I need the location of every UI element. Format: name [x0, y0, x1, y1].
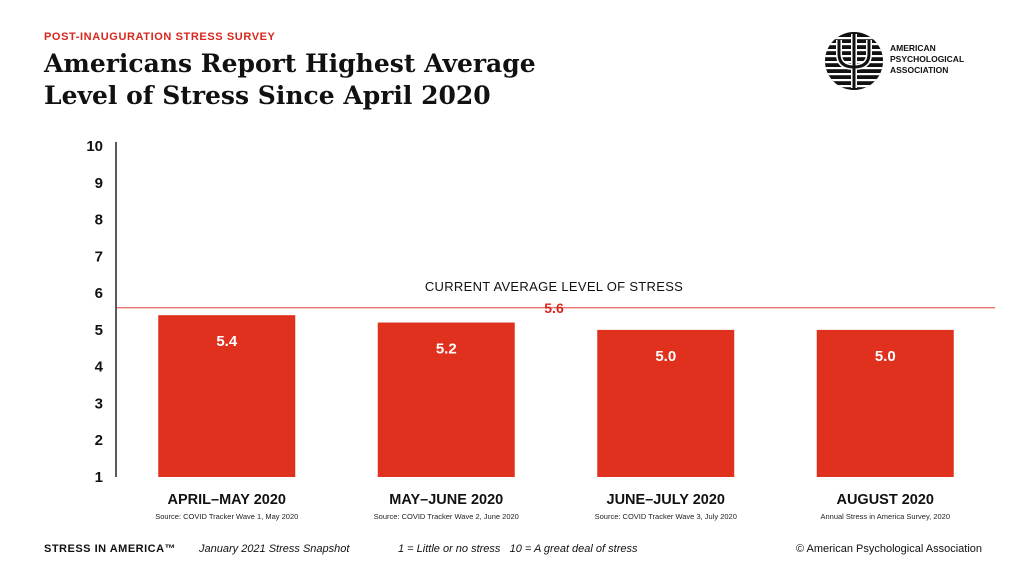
- bar: [158, 315, 296, 477]
- page-title: Americans Report Highest Average Level o…: [44, 48, 664, 112]
- y-tick-label: 9: [95, 175, 103, 192]
- logo-line-1: AMERICAN: [890, 43, 936, 53]
- bar-value-label: 5.4: [216, 333, 238, 350]
- psi-symbol-icon: [825, 32, 883, 90]
- y-tick-label: 5: [95, 322, 103, 339]
- y-tick-label: 2: [95, 432, 103, 449]
- x-category-label: APRIL–MAY 2020: [168, 492, 286, 508]
- y-tick-label: 7: [95, 248, 103, 265]
- logo-line-2: PSYCHOLOGICAL: [890, 54, 965, 64]
- bar-value-label: 5.0: [655, 348, 676, 365]
- footer-copyright: © American Psychological Association: [795, 543, 982, 555]
- y-tick-label: 6: [95, 285, 103, 302]
- x-category-source: Source: COVID Tracker Wave 2, June 2020: [374, 512, 519, 521]
- x-category-source: Source: COVID Tracker Wave 1, May 2020: [155, 512, 298, 521]
- logo-wordmark: AMERICAN PSYCHOLOGICAL ASSOCIATION: [890, 43, 1000, 76]
- bar: [377, 322, 515, 477]
- y-tick-label: 8: [95, 212, 103, 229]
- bar-value-label: 5.2: [436, 341, 457, 358]
- y-tick-label: 4: [95, 359, 104, 376]
- reference-line-value: 5.6: [544, 300, 564, 316]
- bar: [597, 329, 735, 477]
- x-category-source: Annual Stress in America Survey, 2020: [820, 512, 950, 521]
- reference-line-label: CURRENT AVERAGE LEVEL OF STRESS: [425, 279, 683, 294]
- footer-scale-legend: 1 = Little or no stress 10 = A great dea…: [398, 543, 638, 555]
- y-tick-label: 3: [95, 395, 103, 412]
- bar-value-label: 5.0: [875, 348, 896, 365]
- x-category-label: MAY–JUNE 2020: [389, 492, 503, 508]
- y-tick-label: 10: [86, 138, 103, 155]
- footer-brand: STRESS IN AMERICA™: [44, 543, 177, 555]
- title-line-2: Level of Stress Since April 2020: [44, 81, 491, 110]
- x-category-label: JUNE–JULY 2020: [607, 492, 726, 508]
- x-category-source: Source: COVID Tracker Wave 3, July 2020: [595, 512, 737, 521]
- footer-snapshot: January 2021 Stress Snapshot: [199, 543, 350, 555]
- bar: [816, 329, 954, 477]
- apa-logo: AMERICAN PSYCHOLOGICAL ASSOCIATION: [822, 30, 992, 92]
- y-tick-label: 1: [95, 469, 103, 486]
- x-category-label: AUGUST 2020: [836, 492, 934, 508]
- title-line-1: Americans Report Highest Average: [44, 49, 536, 78]
- logo-line-3: ASSOCIATION: [890, 65, 949, 75]
- eyebrow-label: POST-INAUGURATION STRESS SURVEY: [44, 31, 276, 43]
